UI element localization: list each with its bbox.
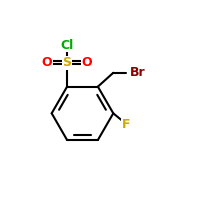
Text: Cl: Cl bbox=[60, 39, 74, 52]
Text: O: O bbox=[42, 56, 52, 69]
Text: F: F bbox=[122, 118, 131, 131]
Text: Br: Br bbox=[129, 66, 145, 79]
Text: O: O bbox=[82, 56, 92, 69]
Text: S: S bbox=[63, 56, 72, 69]
